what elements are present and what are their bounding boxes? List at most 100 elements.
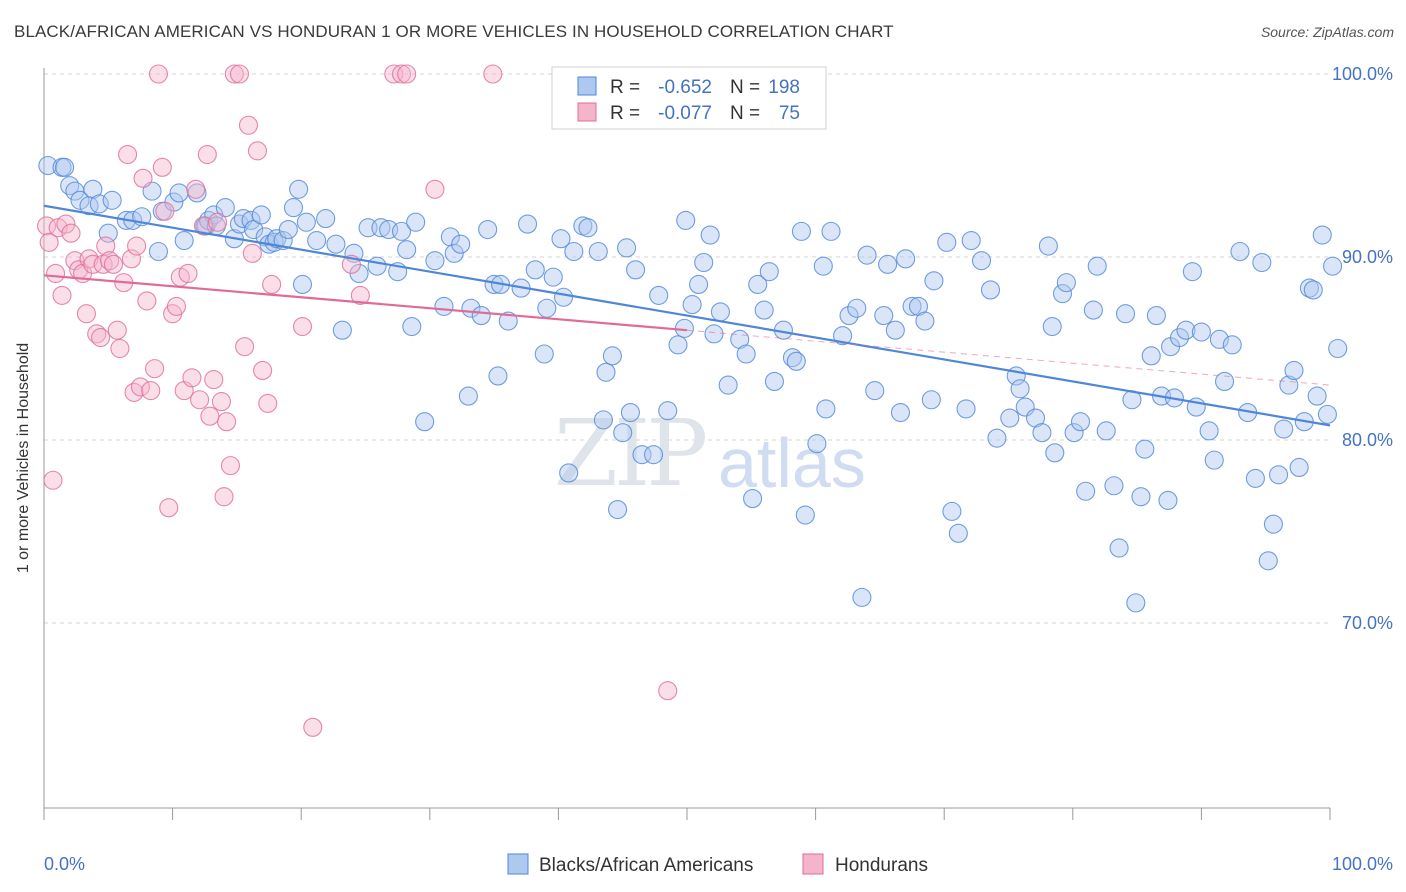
point-blacks — [1191, 322, 1211, 342]
stats-box: R = -0.652 N = 198 R = -0.077 N = 75 — [551, 66, 827, 130]
point-blacks — [289, 179, 309, 199]
point-blacks — [795, 505, 815, 525]
point-blacks — [813, 256, 833, 276]
point-hondurans — [121, 249, 141, 269]
point-blacks — [1104, 476, 1124, 496]
point-blacks — [896, 249, 916, 269]
point-blacks — [525, 260, 545, 280]
point-blacks — [553, 287, 574, 307]
trend-line-blacks — [43, 204, 1331, 427]
point-hondurans — [214, 487, 234, 507]
point-hondurans — [425, 179, 445, 199]
point-blacks — [649, 285, 669, 305]
point-blacks — [1252, 252, 1272, 273]
point-blacks — [174, 230, 194, 251]
point-blacks — [608, 499, 628, 520]
point-blacks — [902, 296, 922, 316]
point-blacks — [1169, 327, 1190, 348]
point-blacks — [602, 346, 622, 366]
point-hondurans — [391, 64, 412, 84]
point-hondurans — [96, 236, 116, 256]
point-hondurans — [658, 681, 678, 701]
point-blacks — [1032, 423, 1052, 443]
point-hondurans — [186, 179, 206, 199]
point-blacks — [704, 324, 724, 344]
point-blacks — [1323, 256, 1343, 276]
point-hondurans — [133, 168, 153, 188]
point-hondurans — [100, 251, 120, 271]
point-hondurans — [166, 296, 187, 316]
point-blacks — [517, 214, 538, 234]
point-hondurans — [258, 393, 278, 413]
point-hondurans — [211, 392, 232, 412]
point-blacks — [748, 274, 768, 295]
point-hondurans — [220, 456, 241, 476]
point-hondurans — [242, 243, 262, 263]
point-blacks — [70, 190, 90, 210]
y-tick-label: 100.0% — [1332, 64, 1393, 84]
point-blacks — [1328, 338, 1348, 359]
axes — [43, 68, 1331, 820]
point-blacks — [406, 212, 426, 232]
point-blacks — [1176, 320, 1196, 340]
point-blacks — [1307, 386, 1327, 406]
point-blacks — [1038, 236, 1058, 256]
point-hondurans — [200, 406, 220, 426]
point-blacks — [816, 399, 836, 419]
point-hondurans — [107, 320, 127, 340]
point-blacks — [682, 295, 702, 315]
x-tick-label-start: 0.0% — [44, 854, 85, 874]
legend: Blacks/African Americans Hondurans — [507, 853, 928, 876]
point-blacks — [971, 251, 992, 271]
point-blacks — [283, 198, 304, 218]
point-blacks — [471, 306, 491, 326]
point-blacks — [668, 335, 688, 355]
point-blacks — [644, 445, 664, 465]
point-hondurans — [204, 370, 224, 390]
point-blacks — [626, 260, 646, 280]
point-blacks — [980, 280, 1001, 300]
point-blacks — [1000, 408, 1020, 428]
trend-line-hondurans-dashed — [686, 329, 1331, 386]
point-hondurans — [93, 254, 113, 274]
point-hondurans — [190, 390, 210, 410]
point-blacks — [1146, 306, 1166, 326]
point-blacks — [676, 210, 696, 230]
point-blacks — [987, 428, 1007, 448]
point-blacks — [736, 344, 756, 364]
point-blacks — [1204, 450, 1224, 470]
stats-r-value: -0.077 — [658, 103, 712, 124]
point-blacks — [839, 306, 859, 326]
point-blacks — [367, 256, 387, 276]
point-blacks — [948, 523, 968, 543]
point-blacks — [588, 241, 608, 262]
point-hondurans — [350, 285, 370, 305]
point-blacks — [488, 366, 508, 386]
point-blacks — [1087, 256, 1107, 276]
point-blacks — [1115, 304, 1136, 324]
point-blacks — [332, 320, 352, 340]
legend-swatch — [802, 853, 824, 875]
point-blacks — [759, 262, 779, 282]
stats-n-value: 75 — [779, 103, 800, 124]
point-hondurans — [43, 470, 63, 490]
point-hondurans — [155, 201, 175, 221]
point-hondurans — [141, 381, 161, 401]
point-hondurans — [52, 285, 72, 305]
point-blacks — [316, 209, 336, 229]
point-blacks — [440, 227, 460, 247]
point-blacks — [924, 271, 944, 291]
point-blacks — [458, 386, 478, 406]
point-hondurans — [79, 249, 99, 269]
point-blacks — [764, 371, 784, 391]
point-blacks — [371, 218, 391, 238]
point-blacks — [434, 296, 454, 316]
point-blacks — [1312, 225, 1332, 245]
point-blacks — [885, 320, 905, 340]
point-hondurans — [217, 412, 237, 432]
point-hondurans — [103, 254, 123, 274]
point-blacks — [1076, 481, 1096, 501]
point-blacks — [391, 221, 412, 241]
point-blacks — [754, 300, 774, 320]
point-blacks — [1096, 421, 1116, 441]
